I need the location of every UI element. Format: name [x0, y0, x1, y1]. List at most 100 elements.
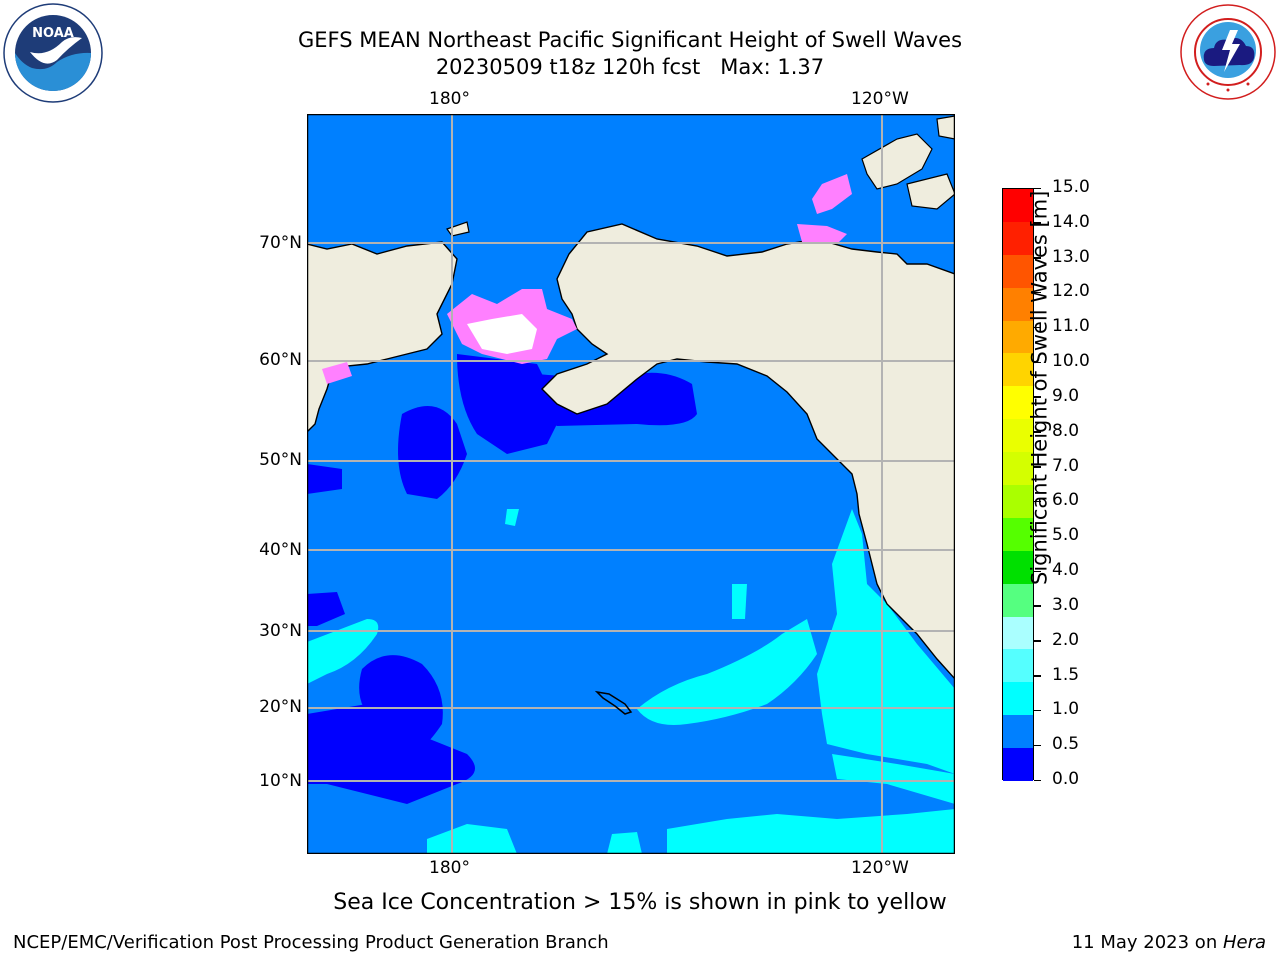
lat-label-10n: 10°N — [259, 771, 302, 791]
colorbar-segment — [1003, 550, 1033, 585]
colorbar-tick-mark — [1034, 466, 1041, 468]
colorbar-tick-mark — [1034, 744, 1041, 747]
colorbar-tick-label: 13.0 — [1052, 246, 1090, 267]
colorbar-tick-label: 2.0 — [1052, 629, 1080, 650]
colorbar-tick-label: 12.0 — [1052, 281, 1090, 302]
colorbar-segment — [1003, 189, 1033, 223]
low-swell-region — [457, 354, 562, 454]
colorbar-tick-mark — [1034, 535, 1041, 538]
lon-label-bottom-120w: 120°W — [851, 858, 909, 878]
graticule — [307, 114, 955, 854]
map-frame — [307, 114, 955, 854]
high-swell-region — [427, 824, 517, 854]
sea-ice-region — [797, 224, 847, 244]
colorbar-tick-label: 8.0 — [1052, 420, 1080, 441]
colorbar-tick-label: 10.0 — [1052, 351, 1090, 372]
colorbar-segment — [1003, 254, 1033, 289]
colorbar-title: Significant Height of Swell Waves [m] — [1027, 190, 1052, 585]
colorbar-tick-mark — [1034, 431, 1041, 433]
high-swell-region — [607, 832, 642, 854]
land-arctic-island — [906, 173, 955, 210]
lat-label-60n: 60°N — [259, 350, 302, 370]
colorbar-tick-mark — [1034, 675, 1041, 677]
sea-ice-region — [322, 362, 352, 384]
high-swell-region — [732, 584, 747, 619]
colorbar-tick-label: 14.0 — [1052, 211, 1090, 232]
colorbar-tick-mark — [1034, 779, 1041, 781]
colorbar-tick-mark — [1034, 500, 1041, 503]
sea-ice-region — [467, 314, 537, 354]
colorbar-segment — [1003, 616, 1033, 650]
colorbar-tick-label: 3.0 — [1052, 594, 1080, 615]
high-swell-region — [637, 619, 817, 725]
lon-label-top-180: 180° — [429, 89, 470, 109]
low-swell-region — [307, 464, 342, 494]
colorbar-tick-label: 0.5 — [1052, 734, 1080, 755]
colorbar-segment — [1003, 452, 1033, 486]
colorbar-segment — [1003, 221, 1033, 256]
colorbar-segment — [1003, 682, 1033, 716]
colorbar-segment — [1003, 320, 1033, 354]
colorbar-tick-mark — [1034, 187, 1041, 189]
colorbar-tick-mark — [1034, 291, 1041, 294]
colorbar-tick-label: 15.0 — [1052, 177, 1090, 197]
chart-subtitle: 20230509 t18z 120h fcst Max: 1.37 — [435, 55, 825, 79]
colorbar-tick-mark — [1034, 396, 1041, 398]
high-swell-region — [505, 509, 519, 526]
colorbar-segment — [1003, 715, 1033, 749]
land-asia — [307, 241, 458, 433]
colorbar-tick-label: 5.0 — [1052, 525, 1080, 546]
colorbar-tick-mark — [1034, 709, 1041, 712]
lat-label-30n: 30°N — [259, 621, 302, 641]
lat-label-70n: 70°N — [259, 233, 302, 253]
colorbar — [1002, 188, 1034, 782]
noaa-logo-text: NOAA — [32, 26, 74, 41]
colorbar-segment — [1003, 748, 1033, 782]
chart-title: GEFS MEAN Northeast Pacific Significant … — [297, 28, 963, 52]
high-swell-region — [307, 619, 379, 684]
colorbar-tick-label: 7.0 — [1052, 455, 1080, 476]
colorbar-tick-label: 11.0 — [1052, 316, 1090, 337]
colorbar-tick-label: 6.0 — [1052, 490, 1080, 511]
colorbar-segment — [1003, 287, 1033, 322]
colorbar-tick-mark — [1034, 257, 1041, 259]
colorbar-tick-mark — [1034, 326, 1041, 329]
sea-ice-region — [812, 174, 852, 214]
colorbar-tick-label: 9.0 — [1052, 385, 1080, 406]
footer-date-text: 11 May 2023 on — [1071, 932, 1223, 953]
colorbar-segment — [1003, 649, 1033, 683]
land-arctic-island — [861, 133, 933, 190]
low-swell-region — [398, 406, 467, 499]
nws-logo — [1180, 4, 1276, 100]
colorbar-tick-label: 4.0 — [1052, 560, 1080, 581]
lat-label-20n: 20°N — [259, 697, 302, 717]
high-swell-region — [832, 754, 955, 804]
colorbar-tick-mark — [1034, 640, 1041, 642]
colorbar-segment — [1003, 419, 1033, 453]
colorbar-tick-mark — [1034, 570, 1041, 573]
colorbar-tick-label: 0.0 — [1052, 769, 1080, 789]
colorbar-tick-mark — [1034, 222, 1041, 224]
colorbar-tick-label: 1.5 — [1052, 664, 1080, 685]
footer-credit: NCEP/EMC/Verification Post Processing Pr… — [13, 932, 609, 953]
colorbar-segment — [1003, 353, 1033, 387]
map-panel — [307, 114, 955, 854]
low-swell-region — [307, 704, 475, 804]
sea-ice-note: Sea Ice Concentration > 15% is shown in … — [333, 890, 947, 915]
lon-label-top-120w: 120°W — [851, 89, 909, 109]
low-swell-region — [307, 592, 345, 626]
lon-label-bottom-180: 180° — [429, 858, 470, 878]
lat-label-50n: 50°N — [259, 450, 302, 470]
footer-host: Hera — [1222, 932, 1266, 953]
colorbar-segment — [1003, 517, 1033, 552]
noaa-logo: NOAA — [3, 3, 103, 103]
colorbar-ticks — [1034, 0, 1035, 1]
colorbar-tick-label: 1.0 — [1052, 699, 1080, 720]
hawaiian-islands — [594, 690, 633, 715]
colorbar-tick-mark — [1034, 361, 1041, 364]
colorbar-segment — [1003, 583, 1033, 618]
lat-label-40n: 40°N — [259, 540, 302, 560]
land-arctic-island — [936, 115, 955, 140]
colorbar-segment — [1003, 485, 1033, 519]
footer-date: 11 May 2023 on Hera — [1072, 932, 1266, 953]
